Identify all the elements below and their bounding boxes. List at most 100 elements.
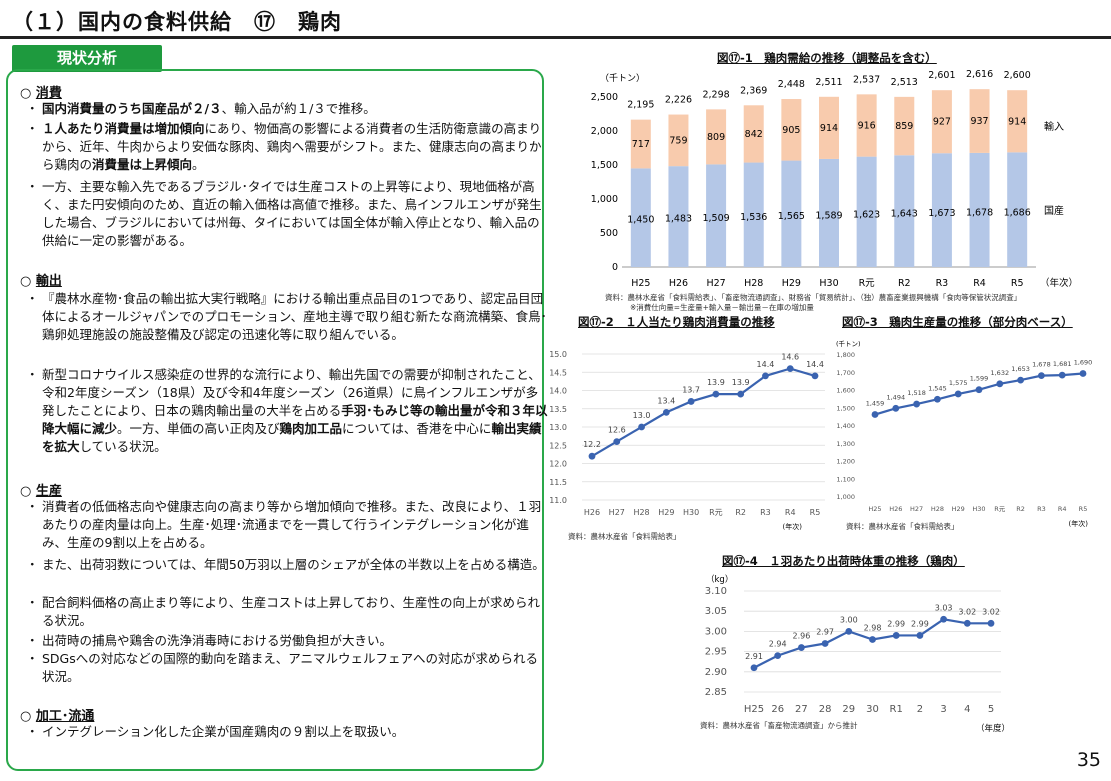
chart4-point: [869, 636, 876, 643]
chart2-data-label: 14.4: [757, 360, 775, 369]
chart3-data-label: 1,681: [1053, 360, 1072, 368]
chart1-label-total: 2,616: [966, 69, 993, 80]
chart1-xtick: H29: [782, 278, 801, 289]
chart1-bar-domestic: [630, 168, 651, 267]
export-bullet-2: ・新型コロナウイルス感染症の世界的な流行により、輸出先国での需要が抑制されたこと…: [26, 367, 548, 454]
chart2-data-label: 13.0: [633, 411, 651, 420]
chart1-bar-domestic: [856, 156, 877, 267]
chart2-ytick: 15.0: [549, 350, 567, 359]
production-bullet-4: ・出荷時の捕鳥や鶏舎の洗浄消毒時における労働負担が大きい。: [26, 633, 393, 648]
chart1-bar-domestic: [819, 158, 839, 267]
chart3-point: [1079, 370, 1087, 377]
chart3-data-label: 1,690: [1074, 359, 1093, 367]
chart4-point: [963, 619, 971, 627]
chart1-ytick: 2,500: [591, 92, 618, 103]
chart1-ytick: 1,500: [591, 160, 618, 171]
chart3-data-label: 1,459: [866, 400, 885, 408]
chart1-ytick: 1,000: [591, 194, 618, 205]
chart1-bar-import: [894, 96, 915, 156]
chart1-label-import: 927: [933, 117, 951, 128]
chart4-ytick: 3.00: [705, 626, 727, 637]
chart4-xtick: H25: [744, 704, 764, 715]
chart3-point: [975, 386, 983, 394]
chart4-point: [940, 615, 947, 623]
chart4-data-label: 3.03: [935, 603, 953, 612]
chart4-xtick: 3: [940, 704, 946, 715]
chart1-ytick: 500: [600, 228, 618, 239]
consumption-bullet-3: ・一方、主要な輸入先であるブラジル･タイでは生産コストの上昇等により、現地価格が…: [26, 179, 542, 248]
chart3-ytick: 1,300: [836, 440, 855, 448]
chart2-xtick: H30: [683, 508, 699, 517]
chart1-label-domestic: 1,589: [815, 210, 842, 221]
chart1-label-domestic: 1,450: [627, 215, 654, 226]
chart3-xtick: R2: [1016, 505, 1025, 513]
bullet-text: 配合飼料価格の高止まり等により、生産コストは上昇しており、生産性の向上が求められ…: [42, 595, 541, 628]
chart2-xtick: R4: [785, 508, 796, 517]
analysis-panel: [6, 69, 544, 771]
chart1-label-total: 2,226: [665, 95, 692, 106]
page-title: （１）国内の食料供給 ⑰ 鶏肉: [12, 10, 342, 34]
chart2-point: [687, 398, 695, 405]
chart3-xtick: H26: [889, 505, 902, 513]
chart2-xlabel: (年次): [783, 522, 803, 531]
chart4-point: [750, 664, 758, 672]
chart4-xlabel: （年度）: [976, 723, 1010, 734]
chart2-data-label: 12.2: [583, 440, 601, 449]
production-bullet-5: ・ SDGsへの対応などの国際的動向を踏まえ、アニマルウェルフェアへの対応が求めら…: [26, 651, 539, 684]
chart4-data-label: 2.94: [769, 640, 787, 649]
chart2-data-label: 14.4: [806, 360, 824, 369]
chart3-point: [1017, 376, 1024, 384]
chart3-ytick: 1,100: [836, 475, 855, 483]
chart1-ylabel: （千トン）: [600, 73, 645, 84]
chart3-ytick: 1,500: [836, 404, 855, 412]
chart3-xtick: R元: [994, 505, 1006, 513]
section-heading-text: 生産: [35, 484, 62, 499]
chart3-title: 図⑰-3 鶏肉生産量の推移（部分肉ベース）: [842, 315, 1073, 329]
bullet-text: 。一方、単価の高い正肉及び: [117, 421, 280, 436]
bullet-bold-text: 輸出実績を拡大: [42, 421, 542, 454]
chart3-point: [954, 390, 962, 398]
production-bullet-3: ・配合飼料価格の高止まり等により、生産コストは上昇しており、生産性の向上が求めら…: [26, 595, 541, 628]
section-consumption-heading: ○ 消費: [20, 86, 62, 101]
bullet-text: にあり、物価高の影響による消費者の生活防衛意識の高まりから、近年、牛肉からより安…: [42, 121, 542, 172]
chart1-label-domestic: 1,643: [891, 209, 918, 220]
chart3-xtick: H27: [910, 505, 923, 513]
chart1-label-import: 759: [669, 135, 687, 146]
chart4-ytick: 2.95: [705, 647, 727, 658]
chart1-label-import: 859: [895, 121, 913, 132]
bullet-bold-text: 鶏肉加工品: [279, 421, 343, 436]
chart1-bar-import: [931, 90, 952, 154]
chart2-point: [737, 390, 745, 398]
chart3-source: 資料：農林水産省「食料需給表」: [846, 522, 959, 531]
chart3-ytick: 1,400: [836, 422, 855, 430]
chart2-point: [762, 372, 769, 380]
chart4-ytick: 2.85: [705, 687, 727, 698]
chart4-point: [774, 652, 782, 660]
chart3-xtick: H29: [952, 505, 965, 513]
chart1-source: 資料：農林水産省「食料需給表」、「畜産物流通調査」、財務省「貿易統計」、（独）農…: [605, 293, 1022, 302]
chart2-point: [786, 365, 794, 372]
bullet-text: 出荷時の捕鳥や鶏舎の洗浄消毒時における労働負担が大きい。: [42, 633, 393, 648]
chart3-point: [934, 395, 941, 403]
chart1-label-import: 905: [782, 125, 800, 136]
chart2-ytick: 11.5: [549, 478, 567, 487]
chart3-xtick: R4: [1058, 505, 1067, 513]
chart4-data-label: 2.97: [816, 628, 834, 637]
chart1-xtick: H28: [744, 278, 763, 289]
chart3-data-label: 1,632: [990, 369, 1009, 377]
chart3-series-line: [874, 372, 1084, 416]
chart1-label-domestic: 1,509: [702, 213, 729, 224]
chart1-bar-import: [706, 109, 727, 165]
chart3-xtick: H28: [931, 505, 944, 513]
chart3-xtick: H30: [972, 505, 985, 513]
chart2-data-label: 14.6: [781, 353, 799, 362]
chart1-xtick: R4: [973, 278, 986, 289]
chart3-point: [1038, 372, 1045, 380]
chart1-label-total: 2,511: [815, 77, 842, 88]
chart1-label-total: 2,600: [1004, 70, 1031, 81]
chart4-xtick: 28: [819, 704, 832, 715]
chart2-data-label: 12.6: [608, 426, 626, 435]
chart4-point: [821, 640, 829, 647]
chart2-series-line: [591, 367, 816, 458]
chart4-data-label: 2.99: [887, 619, 905, 628]
